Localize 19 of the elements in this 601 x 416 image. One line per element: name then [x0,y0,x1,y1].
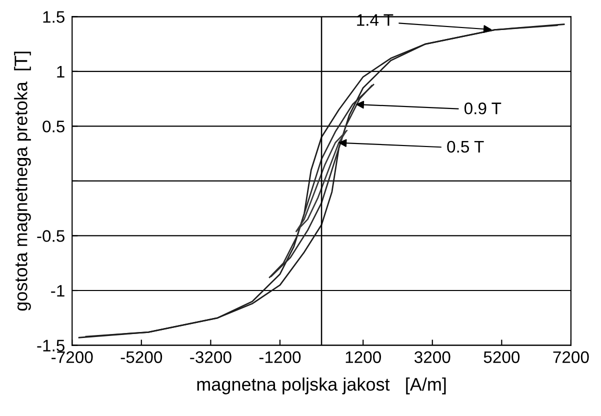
x-axis-title: magnetna poljska jakost [A/m] [197,377,446,394]
x-tick-label: -1200 [259,351,301,364]
y-axis-title: gostota magnetnega pretoka [T] [14,52,31,311]
annotation: 0.9 T [464,102,502,114]
y-tick-label: 1.5 [43,11,64,23]
y-tick-label: -1.5 [37,340,64,352]
y-tick-label: 0.5 [42,120,64,132]
x-tick-label: 1200 [346,351,381,364]
x-tick-label: -5200 [120,351,162,364]
annotation: 0.5 T [447,140,484,153]
x-tick-label: -7200 [52,351,93,364]
annotation: 1.4 T [357,14,394,26]
x-tick-label: 7200 [553,351,589,364]
x-tick-label: -3200 [190,351,232,364]
x-tick-label: 3200 [414,351,450,364]
y-tick-label: 1 [57,66,64,78]
x-tick-label: 5200 [484,351,520,364]
y-tick-label: -1 [51,285,64,297]
y-tick-label: -0.5 [37,230,64,242]
